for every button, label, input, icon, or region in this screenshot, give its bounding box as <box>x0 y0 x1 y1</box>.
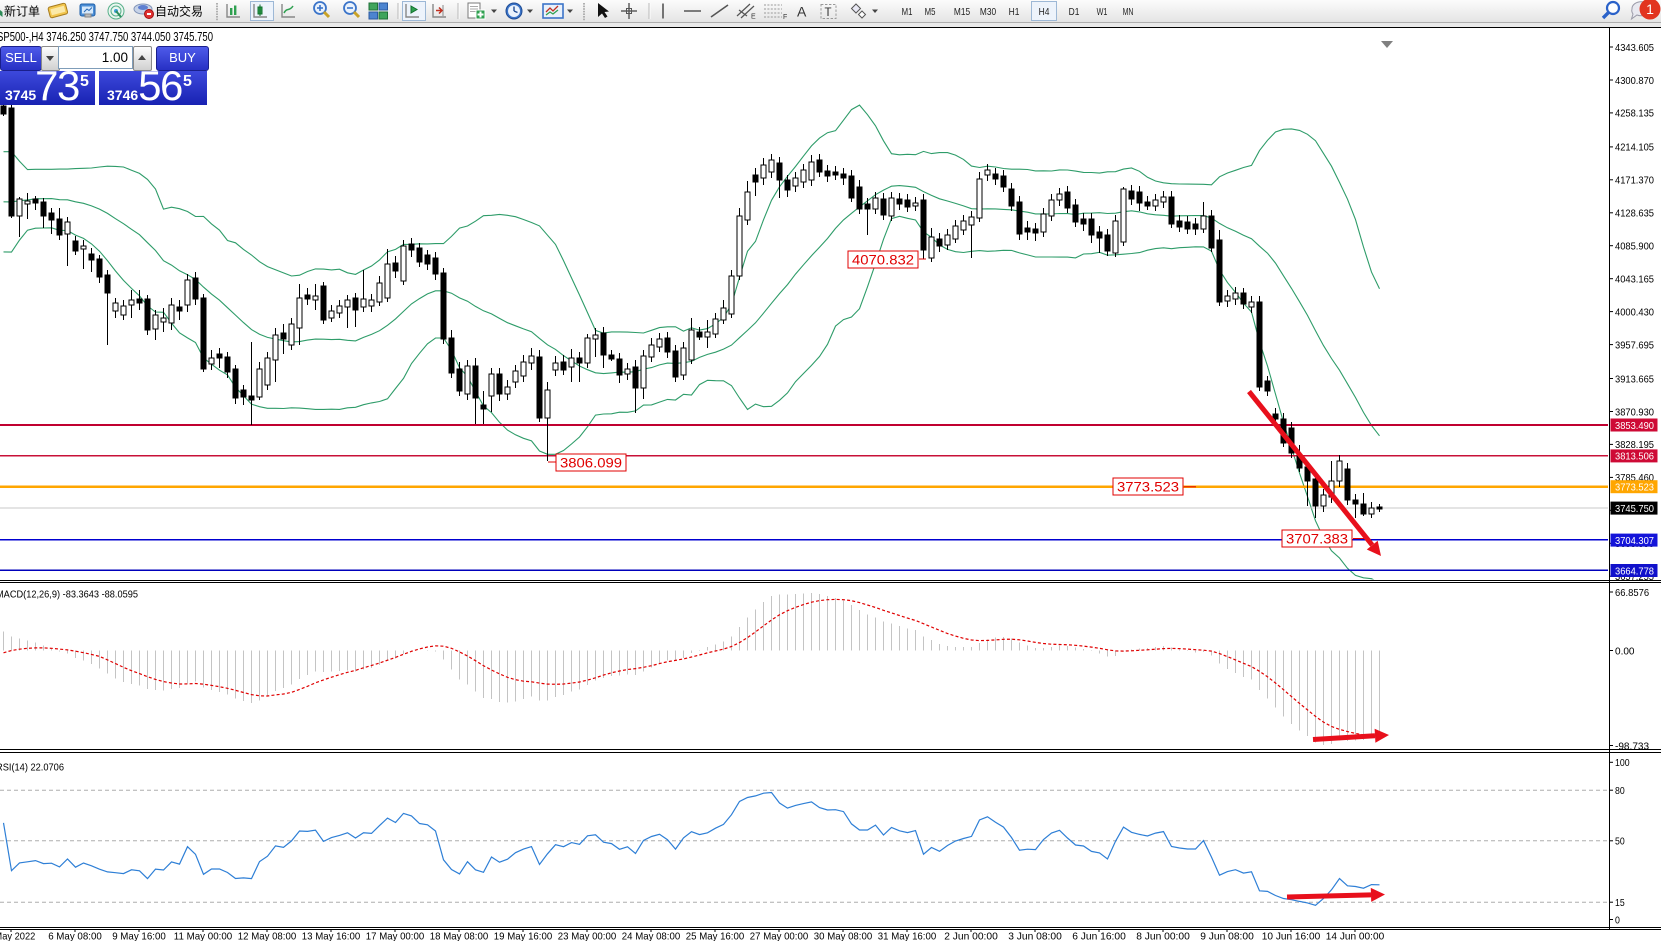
svg-text:3957.695: 3957.695 <box>1615 339 1654 351</box>
svg-text:6 Jun 16:00: 6 Jun 16:00 <box>1072 931 1126 941</box>
svg-text:M1: M1 <box>902 6 913 18</box>
svg-text:E: E <box>751 14 756 21</box>
svg-text:9 Jun 08:00: 9 Jun 08:00 <box>1200 931 1254 941</box>
svg-text:A: A <box>797 4 807 20</box>
svg-text:23 May 00:00: 23 May 00:00 <box>558 931 617 941</box>
svg-text:3773.523: 3773.523 <box>1117 480 1179 495</box>
svg-text:MN: MN <box>1123 6 1134 18</box>
svg-text:4300.870: 4300.870 <box>1615 75 1654 87</box>
svg-text:3745.750: 3745.750 <box>1615 503 1654 515</box>
svg-text:D1: D1 <box>1069 6 1080 18</box>
svg-text:M30: M30 <box>980 6 996 18</box>
svg-text:3853.490: 3853.490 <box>1615 420 1654 432</box>
svg-text:8 Jun 00:00: 8 Jun 00:00 <box>1136 931 1190 941</box>
svg-text:W1: W1 <box>1097 6 1108 18</box>
svg-text:11 May 00:00: 11 May 00:00 <box>174 931 233 941</box>
svg-text:T: T <box>825 7 832 19</box>
svg-text:1: 1 <box>1646 1 1654 17</box>
svg-text:30 May 08:00: 30 May 08:00 <box>814 931 873 941</box>
svg-text:3773.523: 3773.523 <box>1615 481 1654 493</box>
svg-text:F: F <box>783 14 787 21</box>
svg-text:4128.635: 4128.635 <box>1615 208 1654 220</box>
svg-text:H4: H4 <box>1039 6 1050 18</box>
svg-text:6 May 08:00: 6 May 08:00 <box>48 931 102 941</box>
svg-text:0: 0 <box>1615 914 1620 926</box>
svg-text:4085.900: 4085.900 <box>1615 241 1654 253</box>
svg-text:3913.665: 3913.665 <box>1615 373 1654 385</box>
svg-text:27 May 00:00: 27 May 00:00 <box>750 931 809 941</box>
svg-text:80: 80 <box>1615 785 1625 797</box>
svg-text:3 Jun 08:00: 3 Jun 08:00 <box>1008 931 1062 941</box>
svg-text:13 May 16:00: 13 May 16:00 <box>302 931 361 941</box>
svg-text:5 May 2022: 5 May 2022 <box>0 931 35 941</box>
svg-text:4000.430: 4000.430 <box>1615 306 1654 318</box>
svg-text:2 Jun 00:00: 2 Jun 00:00 <box>944 931 998 941</box>
svg-text:66.8576: 66.8576 <box>1615 587 1649 599</box>
svg-text:17 May 00:00: 17 May 00:00 <box>366 931 425 941</box>
svg-text:3664.778: 3664.778 <box>1615 565 1654 577</box>
svg-text:3813.506: 3813.506 <box>1615 451 1654 463</box>
svg-text:4343.605: 4343.605 <box>1615 42 1654 54</box>
svg-text:自动交易: 自动交易 <box>155 4 203 19</box>
svg-text:RSI(14) 22.0706: RSI(14) 22.0706 <box>0 762 64 774</box>
svg-text:新订单: 新订单 <box>4 4 40 19</box>
svg-text:3707.383: 3707.383 <box>1286 532 1348 547</box>
svg-text:100: 100 <box>1615 757 1630 769</box>
svg-text:0.00: 0.00 <box>1615 645 1635 657</box>
svg-text:18 May 08:00: 18 May 08:00 <box>430 931 489 941</box>
svg-text:MACD(12,26,9) -83.3643 -88.059: MACD(12,26,9) -83.3643 -88.0595 <box>0 589 138 601</box>
svg-text:24 May 08:00: 24 May 08:00 <box>622 931 681 941</box>
svg-text:25 May 16:00: 25 May 16:00 <box>686 931 745 941</box>
svg-text:4043.165: 4043.165 <box>1615 273 1654 285</box>
svg-text:H1: H1 <box>1009 6 1020 18</box>
svg-text:4070.832: 4070.832 <box>852 253 914 268</box>
svg-text:3806.099: 3806.099 <box>560 456 622 471</box>
svg-text:50: 50 <box>1615 836 1625 848</box>
svg-text:15: 15 <box>1615 897 1625 909</box>
svg-text:4258.135: 4258.135 <box>1615 108 1654 120</box>
svg-text:12 May 08:00: 12 May 08:00 <box>238 931 297 941</box>
svg-text:-98.733: -98.733 <box>1615 740 1649 752</box>
svg-text:4214.105: 4214.105 <box>1615 142 1654 154</box>
svg-text:10 Jun 16:00: 10 Jun 16:00 <box>1262 931 1321 941</box>
svg-text:19 May 16:00: 19 May 16:00 <box>494 931 553 941</box>
svg-text:M15: M15 <box>954 6 970 18</box>
svg-text:9 May 16:00: 9 May 16:00 <box>112 931 166 941</box>
svg-text:3870.930: 3870.930 <box>1615 406 1654 418</box>
svg-text:M5: M5 <box>925 6 936 18</box>
svg-text:14 Jun 00:00: 14 Jun 00:00 <box>1326 931 1385 941</box>
svg-text:3704.307: 3704.307 <box>1615 535 1654 547</box>
svg-text:4171.370: 4171.370 <box>1615 175 1654 187</box>
svg-text:31 May 16:00: 31 May 16:00 <box>878 931 937 941</box>
svg-text:3828.195: 3828.195 <box>1615 439 1654 451</box>
svg-text:SP500-,H4 3746.250 3747.750 3: SP500-,H4 3746.250 3747.750 3744.050 374… <box>0 30 213 44</box>
